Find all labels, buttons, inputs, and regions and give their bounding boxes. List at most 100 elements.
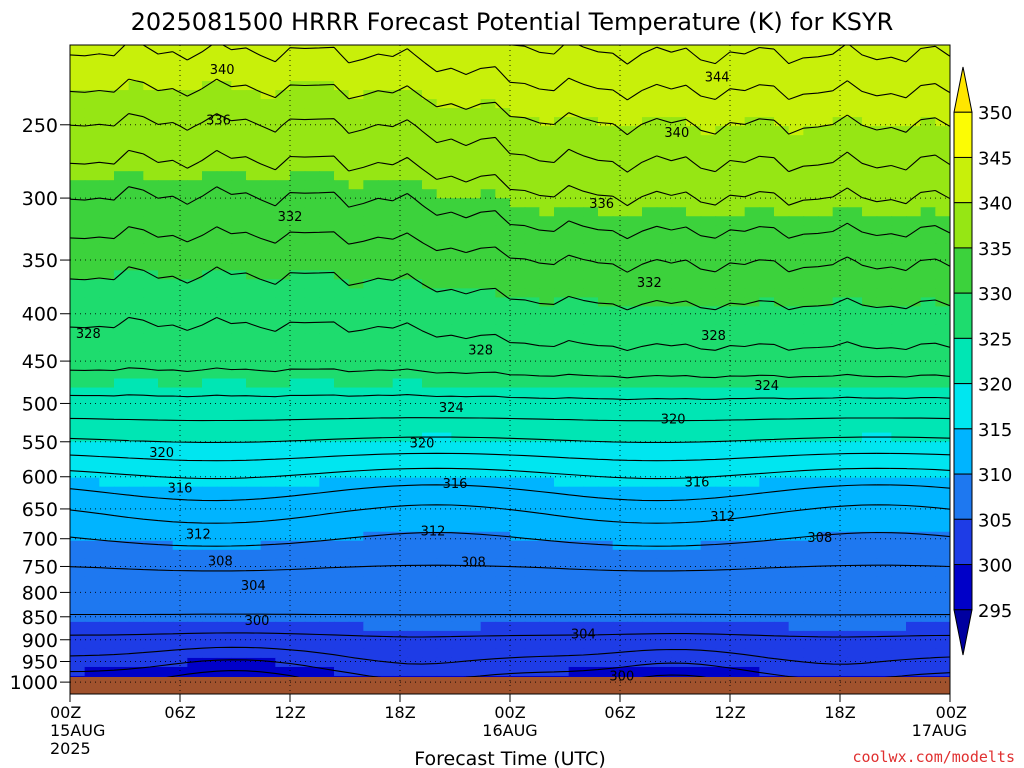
field-cell [495,666,511,677]
field-cell [158,549,174,560]
y-tick-label: 650 [22,499,58,521]
field-cell [818,450,834,461]
field-cell [598,612,614,623]
field-cell [524,207,541,218]
field-cell [158,405,174,416]
field-cell [759,153,775,163]
field-cell [539,297,555,308]
field-cell [407,144,423,154]
field-cell [906,63,922,73]
field-cell [598,252,614,263]
field-cell [158,630,174,641]
field-cell [319,540,335,551]
field-cell [862,261,878,272]
field-cell [246,72,262,82]
field-cell [422,324,438,335]
field-cell [774,459,790,470]
field-cell [803,441,819,452]
field-cell [231,405,247,416]
field-cell [231,279,247,290]
field-cell [774,171,790,181]
field-cell [935,99,950,109]
field-cell [744,72,761,82]
field-cell [583,261,599,272]
field-cell [202,657,218,668]
field-cell [803,315,819,326]
field-cell [436,360,453,371]
field-cell [158,270,174,281]
field-cell [642,378,658,389]
field-cell [275,162,291,172]
field-cell [143,522,159,533]
field-cell [158,297,174,308]
y-tick-label: 600 [22,467,58,489]
field-cell [436,252,453,263]
field-cell [891,414,907,425]
field-cell [378,648,394,659]
field-cell [246,450,262,461]
field-cell [788,108,805,118]
field-cell [920,603,937,614]
field-cell [172,666,189,677]
field-cell [334,603,350,614]
field-cell [656,279,673,290]
field-cell [876,378,893,389]
field-cell [480,279,497,290]
field-cell [84,441,101,452]
field-cell [803,216,819,227]
field-cell [436,540,453,551]
field-cell [378,279,394,290]
field-cell [480,297,497,308]
field-cell [818,162,834,172]
field-cell [876,261,893,272]
field-cell [334,324,350,335]
field-cell [363,315,379,326]
field-cell [524,468,541,479]
field-cell [539,135,555,145]
field-cell [466,243,482,254]
field-cell [906,189,922,200]
field-cell [392,594,409,605]
field-cell [818,306,834,317]
field-cell [906,270,922,281]
field-cell [304,351,321,362]
field-cell [216,657,233,668]
field-cell [568,657,585,668]
field-cell [260,252,277,263]
field-cell [935,540,950,551]
field-cell [99,522,115,533]
field-cell [935,369,950,380]
field-cell [436,567,453,578]
field-cell [304,459,321,470]
field-cell [143,495,159,506]
field-cell [260,189,277,200]
field-cell [319,630,335,641]
field-cell [436,594,453,605]
field-cell [231,594,247,605]
field-cell [99,594,115,605]
field-cell [70,486,86,497]
field-cell [510,189,526,200]
field-cell [172,198,189,209]
field-cell [99,306,115,317]
field-cell [906,54,922,64]
field-cell [524,378,541,389]
field-cell [891,603,907,614]
field-cell [818,576,834,587]
field-cell [847,162,863,172]
field-cell [378,486,394,497]
contour-label: 316 [168,481,193,496]
field-cell [510,351,526,362]
field-cell [583,270,599,281]
field-cell [436,216,453,227]
field-cell [759,306,775,317]
field-cell [392,504,409,515]
field-cell [392,468,409,479]
field-cell [480,387,497,398]
field-cell [612,288,629,299]
field-cell [466,576,482,587]
field-cell [583,369,599,380]
field-cell [436,45,453,55]
field-cell [744,216,761,227]
field-cell [803,243,819,254]
